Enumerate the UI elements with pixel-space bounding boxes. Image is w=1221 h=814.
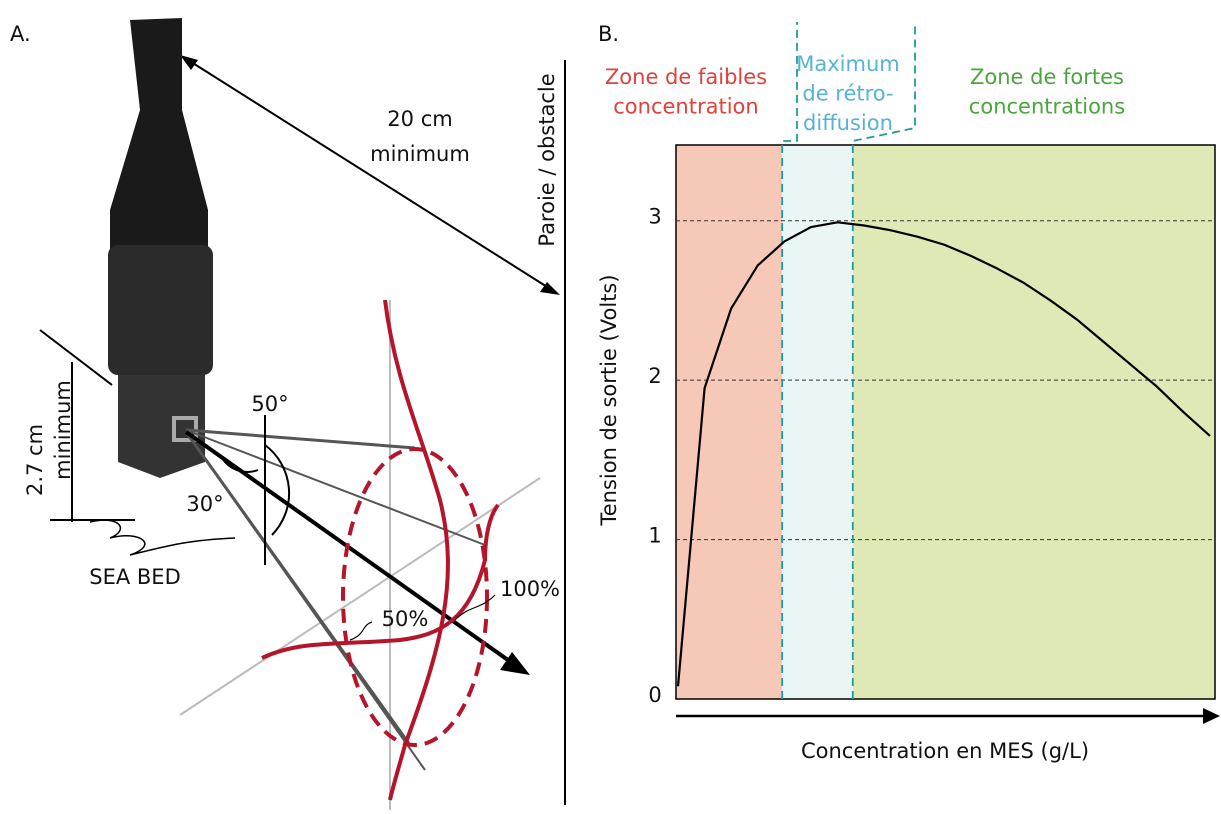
zone-bracket [781, 22, 798, 699]
angle-label: 30° [186, 492, 223, 516]
y-tick-label: 2 [648, 364, 661, 388]
zone [782, 145, 853, 699]
zone-label: Maximum [796, 52, 899, 76]
zone-bracket [851, 22, 916, 699]
arrowhead [500, 652, 530, 675]
wall-label: Paroie / obstacle [535, 73, 559, 246]
panel-a: A. Paroie / obstacle 20 cm minimum 2.7 c… [10, 18, 566, 810]
zone-label: de rétro- [802, 82, 893, 106]
leader [349, 621, 373, 641]
probe-body [110, 18, 208, 255]
beam-edge [185, 431, 426, 771]
zone-label: Zone de fortes [970, 65, 1124, 89]
pattern-curve [383, 299, 450, 801]
beam-edge [185, 429, 486, 546]
sensor [172, 416, 198, 442]
full-label: 100% [500, 577, 560, 601]
distance-arrow [187, 59, 553, 291]
panel-b: B. Tension de sortie (Volts) Concentrati… [597, 22, 1089, 763]
panel-label: B. [598, 22, 619, 46]
x-axis-arrow [1203, 708, 1220, 724]
y-tick-label: 3 [648, 205, 661, 229]
height-label: minimum [51, 380, 75, 480]
y-tick-label: 0 [648, 683, 661, 707]
zone-label: concentration [613, 95, 758, 119]
beam-section [341, 447, 489, 747]
axis-guide [179, 477, 541, 716]
y-tick-label: 1 [648, 524, 661, 548]
distance-label: 20 cm [387, 107, 452, 131]
zone-label: diffusion [803, 111, 893, 135]
beam-axis [184, 430, 517, 667]
beam-edge [185, 428, 416, 450]
leader [454, 594, 496, 621]
height-label: 2.7 cm [23, 424, 47, 496]
zone [852, 145, 1215, 699]
zone [676, 145, 783, 699]
zone-label: Zone de faibles [605, 65, 767, 89]
panel-label: A. [10, 22, 31, 46]
pattern-curve [261, 503, 500, 660]
plot-frame [675, 144, 1216, 700]
angle-arc [264, 444, 291, 536]
zone-label: concentrations [969, 95, 1125, 119]
angle-label: 50° [251, 392, 288, 416]
x-axis-label: Concentration en MES (g/L) [801, 739, 1089, 763]
half-label: 50% [382, 607, 429, 631]
probe-housing [108, 245, 213, 375]
seabed-label: SEA BED [89, 565, 181, 589]
height-line [39, 329, 113, 386]
probe-head [118, 375, 205, 478]
arrowhead [540, 282, 560, 295]
seabed [89, 519, 236, 556]
y-axis-label: Tension de sortie (Volts) [597, 274, 621, 526]
curve [676, 221, 1211, 687]
arrowhead [180, 55, 198, 70]
distance-label: minimum [370, 142, 470, 166]
angle-arc [221, 457, 259, 473]
